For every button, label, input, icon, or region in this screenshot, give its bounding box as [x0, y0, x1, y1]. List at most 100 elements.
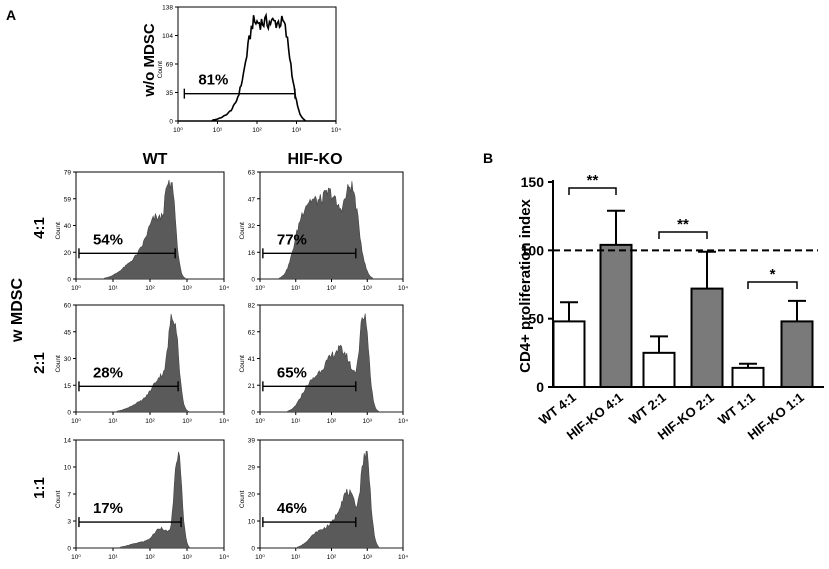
- bar-chart-y-tick-label: 100: [521, 242, 545, 258]
- histogram-y-tick-label: 0: [169, 119, 173, 126]
- histogram-y-tick-label: 59: [64, 196, 72, 203]
- bar-category-label: WT 2:1: [626, 390, 669, 428]
- histogram-y-axis-title: Count: [239, 222, 246, 240]
- bar-category-label: WT 1:1: [715, 390, 758, 428]
- histogram-hif-ko-2-1: 0 21 41 62 82 Count 10⁰ 10¹ 10² 10³ 10⁴ 65%: [239, 303, 408, 426]
- histogram-x-tick-label: 10⁰: [255, 554, 265, 561]
- histogram-x-tick-label: 10²: [327, 285, 337, 292]
- bar-hif-ko-2-1: [690, 287, 724, 389]
- histogram-y-axis-title: Count: [239, 355, 246, 373]
- histogram-x-tick-label: 10⁴: [398, 554, 408, 561]
- histogram-y-tick-label: 10: [248, 519, 256, 526]
- histogram-x-tick-label: 10³: [363, 418, 373, 425]
- histogram-x-tick-label: 10³: [363, 554, 373, 561]
- histogram-y-tick-label: 35: [166, 90, 174, 97]
- bar-chart-y-tick-label: 50: [528, 311, 544, 327]
- histogram-y-tick-label: 32: [248, 223, 256, 230]
- histogram-y-tick-label: 138: [162, 5, 173, 12]
- histogram-x-tick-label: 10⁰: [71, 554, 81, 561]
- gate-percent-label: 81%: [198, 72, 228, 89]
- histogram-x-tick-label: 10²: [252, 127, 262, 134]
- histogram-x-tick-label: 10¹: [108, 285, 118, 292]
- histogram-y-axis-title: Count: [157, 61, 164, 79]
- gate-percent-label: 46%: [277, 500, 307, 517]
- gate-percent-label: 65%: [277, 364, 307, 381]
- histogram-y-tick-label: 79: [64, 170, 72, 177]
- histogram-y-tick-label: 41: [248, 356, 256, 363]
- histogram-y-axis-title: Count: [55, 222, 62, 240]
- gate-percent-label: 17%: [93, 500, 123, 517]
- histogram-frame: [177, 6, 337, 122]
- histogram-x-tick-label: 10¹: [108, 418, 118, 425]
- histogram-trace: [260, 181, 403, 280]
- histogram-y-axis-title: Count: [55, 491, 62, 509]
- histogram-y-tick-label: 16: [248, 250, 256, 257]
- histogram-x-tick-label: 10²: [145, 418, 155, 425]
- histogram-x-tick-label: 10¹: [291, 554, 301, 561]
- histogram-y-tick-label: 0: [251, 277, 255, 284]
- with-mdsc-label: w MDSC: [9, 278, 26, 343]
- histogram-y-tick-label: 14: [64, 438, 72, 445]
- histogram-y-tick-label: 62: [248, 329, 256, 336]
- histogram-x-tick-label: 10³: [182, 418, 192, 425]
- histogram-y-tick-label: 60: [64, 303, 72, 310]
- histogram-y-tick-label: 21: [248, 383, 256, 390]
- histogram-wt-2-1: 0 15 30 45 60 Count 10⁰ 10¹ 10² 10³ 10⁴ 28%: [55, 303, 229, 426]
- histogram-y-tick-label: 0: [251, 546, 255, 553]
- histogram-trace: [76, 179, 224, 280]
- significance-label: *: [770, 266, 776, 283]
- histogram-x-tick-label: 10²: [327, 554, 337, 561]
- histogram-frame: [75, 439, 225, 549]
- histogram-y-tick-label: 20: [64, 250, 72, 257]
- histogram-x-tick-label: 10⁰: [71, 418, 81, 425]
- histogram-x-tick-label: 10³: [363, 285, 373, 292]
- gate-percent-label: 28%: [93, 364, 123, 381]
- histogram-y-tick-label: 29: [248, 465, 256, 472]
- row-label-2-1: 2:1: [31, 352, 48, 374]
- histogram-x-tick-label: 10⁴: [219, 418, 229, 425]
- histogram-x-tick-label: 10¹: [291, 418, 301, 425]
- bar-chart-y-tick-label: 150: [521, 174, 545, 190]
- row-label-4-1: 4:1: [31, 217, 48, 239]
- histogram-y-tick-label: 0: [251, 410, 255, 417]
- gate-percent-label: 77%: [277, 231, 307, 248]
- bar-hif-ko-4-1: [599, 243, 633, 388]
- significance-label: **: [677, 216, 689, 233]
- histogram-y-tick-label: 39: [248, 438, 256, 445]
- histogram-y-tick-label: 40: [64, 223, 72, 230]
- column-label-wt: WT: [143, 151, 168, 168]
- histogram-x-tick-label: 10²: [145, 554, 155, 561]
- histogram-trace: [260, 450, 403, 549]
- histogram-y-tick-label: 63: [248, 170, 256, 177]
- histogram-y-tick-label: 15: [64, 383, 72, 390]
- histogram-hif-ko-4-1: 0 16 32 47 63 Count 10⁰ 10¹ 10² 10³ 10⁴ 77%: [239, 170, 408, 293]
- histogram-x-tick-label: 10⁰: [71, 285, 81, 292]
- histogram-x-tick-label: 10³: [292, 127, 302, 134]
- histogram-x-tick-label: 10⁴: [219, 554, 229, 561]
- histogram-y-axis-title: Count: [239, 491, 246, 509]
- histogram-y-tick-label: 0: [67, 410, 71, 417]
- panel-b-label: B: [483, 150, 493, 166]
- histogram-y-tick-label: 69: [166, 62, 174, 69]
- histogram-trace: [178, 12, 336, 122]
- histogram-y-tick-label: 0: [67, 277, 71, 284]
- histogram-trace: [260, 313, 403, 413]
- histogram-x-tick-label: 10⁴: [398, 418, 408, 425]
- histogram-x-tick-label: 10³: [182, 285, 192, 292]
- column-label-hif-ko: HIF-KO: [287, 151, 342, 168]
- histogram-y-tick-label: 104: [162, 33, 173, 40]
- bar-wt-4-1: [552, 320, 586, 388]
- significance-bracket: [658, 231, 708, 239]
- histogram-x-tick-label: 10³: [182, 554, 192, 561]
- histogram-x-tick-label: 10²: [327, 418, 337, 425]
- histogram-y-tick-label: 82: [248, 303, 256, 310]
- bar-hif-ko-1-1: [780, 320, 814, 388]
- histogram-hif-ko-1-1: 0 10 20 29 39 Count 10⁰ 10¹ 10² 10³ 10⁴ 46%: [239, 438, 408, 562]
- histogram-y-tick-label: 20: [248, 492, 256, 499]
- histogram-x-tick-label: 10⁰: [173, 127, 183, 134]
- histogram-x-tick-label: 10⁴: [331, 127, 341, 134]
- bar-chart-y-axis-title: CD4+ proliferation index: [517, 198, 534, 372]
- histogram-x-tick-label: 10¹: [291, 285, 301, 292]
